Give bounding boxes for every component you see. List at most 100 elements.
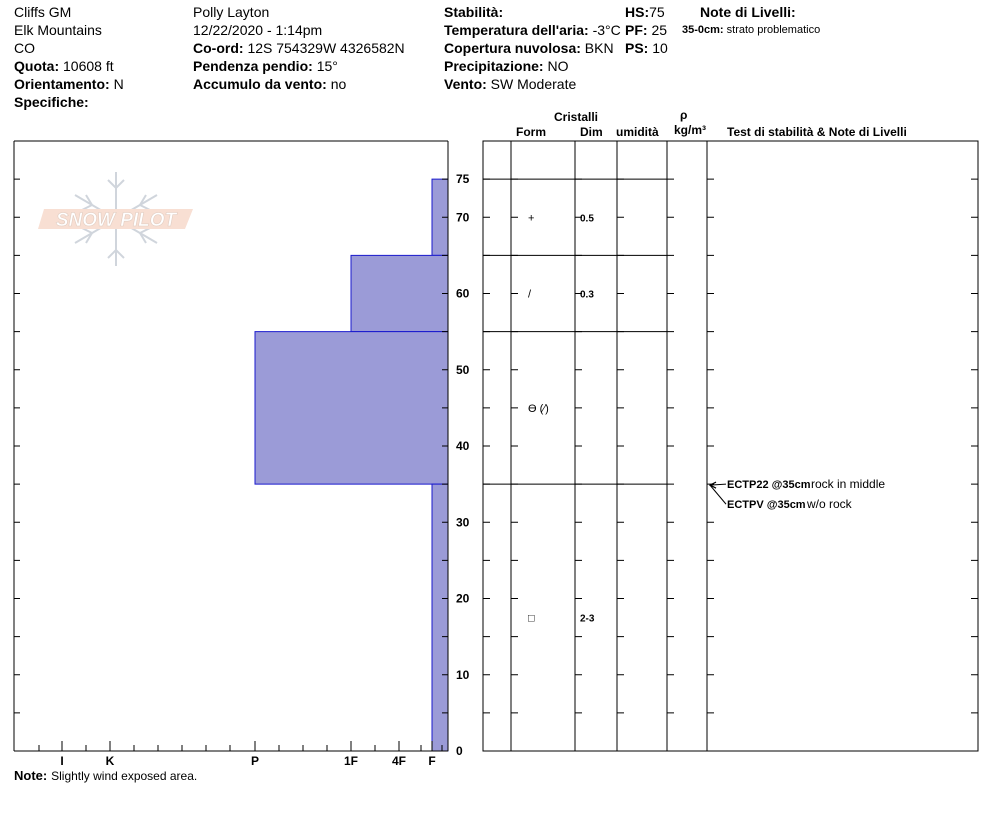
layer-notes-label: Note di Livelli: [700,4,796,20]
hardness-bars [254,178,449,752]
hs: HS:75 [625,4,665,20]
layer-table-frame [482,140,979,752]
sky-cover: Copertura nuvolosa: BKN [444,40,614,56]
y-tick-label: 40 [456,439,470,453]
elevation-value: 10608 ft [63,58,114,74]
wind-loading: Accumulo da vento: no [193,76,346,92]
test-comment: w/o rock [806,497,853,511]
air-temp-label: Temperatura dell'aria: [444,22,589,38]
layer-note: 35-0cm: strato problematico [682,24,820,37]
x-tick-label: 1F [344,754,358,768]
watermark-text: SNOW PILOT [56,210,178,231]
air-temp-value: -3°C [592,22,621,38]
layer-table: +0.5 / 0.3 Ɵ (⁄) □ 2-3 ECTP22 @35cm rock in mi… [482,140,979,752]
wind-loading-value: no [330,76,347,92]
y-tick-label: 70 [456,210,470,224]
col-dim: Dim [580,125,603,139]
hardness-bar-4 [431,483,449,752]
coord-value: 12S 754329W 4326582N [247,40,405,56]
snowpilot-watermark: SNOW PILOT [38,172,193,266]
x-tick-label: P [251,754,259,768]
slope-label: Pendenza pendio: [193,58,313,74]
ps-value: 10 [652,40,668,56]
grain-size-1: 0.5 [580,213,594,224]
state: CO [14,40,35,56]
stability-tests: ECTP22 @35cm rock in middle ECTPV @35cm w/o… [708,477,885,511]
note-text: Slightly wind exposed area. [51,769,198,783]
elevation-label: Quota: [14,58,60,74]
ps: PS: 10 [625,40,668,56]
col-density-unit: kg/m³ [674,123,707,137]
grain-form-3: Ɵ (⁄) [528,403,549,415]
wind-value: SW Moderate [490,76,577,92]
sky-value: BKN [584,40,614,56]
grain-form-4: □ [528,613,535,625]
precip-value: NO [547,58,569,74]
datetime: 12/22/2020 - 1:14pm [193,22,323,38]
col-cristalli: Cristalli [554,110,599,124]
grain-form-1: + [528,212,534,224]
air-temp: Temperatura dell'aria: -3°C [444,22,621,38]
x-tick-label: K [106,754,115,768]
y-axis: 0 10 20 30 40 50 60 70 75 [14,172,470,758]
x-tick-label: 4F [392,754,406,768]
slope: Pendenza pendio: 15° [193,58,338,74]
precipitation: Precipitazione: NO [444,58,568,74]
layer-note-text: strato problematico [726,24,821,36]
col-tests: Test di stabilità & Note di Livelli [727,125,907,139]
wind-loading-label: Accumulo da vento: [193,76,327,92]
stability-label: Stabilità: [444,4,504,20]
y-tick-label: 0 [456,744,463,758]
layer-rows: +0.5 / 0.3 Ɵ (⁄) □ 2-3 [528,212,595,624]
mountain-range: Elk Mountains [14,22,102,38]
test-code: ECTPV @35cm [727,499,806,511]
aspect: Orientamento: N [14,76,124,92]
y-tick-label: 10 [456,668,470,682]
x-tick-label: F [428,754,435,768]
pf: PF: 25 [625,22,667,38]
layer-note-depth: 35-0cm: [682,24,724,36]
grain-size-4: 2-3 [580,614,595,625]
watermark-band [38,209,193,229]
depth-ticks [483,178,978,714]
slope-value: 15° [316,58,338,74]
x-axis: I K P 1F 4F F [38,741,443,768]
precip-label: Precipitazione: [444,58,544,74]
coordinates: Co-ord: 12S 754329W 4326582N [193,40,405,56]
footer-note: Note: Slightly wind exposed area. [14,767,197,784]
note-label: Note: [14,768,48,783]
x-tick-label: I [60,754,63,768]
aspect-value: N [113,76,124,92]
test-leader-line [709,483,727,486]
wind-label: Vento: [444,76,487,92]
test-code: ECTP22 @35cm [727,479,811,491]
sky-label: Copertura nuvolosa: [444,40,581,56]
observer: Polly Layton [193,4,270,20]
pf-value: 25 [651,22,668,38]
hardness-bar-2 [350,254,449,333]
hs-value: 75 [649,4,665,20]
col-umidita: umidità [616,125,659,139]
hs-label: HS: [625,4,650,20]
col-form: Form [516,125,546,139]
col-rho: ρ [680,108,688,122]
y-tick-label: 60 [456,287,470,301]
y-tick-label: 75 [456,172,470,186]
y-tick-label: 30 [456,515,470,529]
arrow-icon [708,481,717,489]
aspect-label: Orientamento: [14,76,110,92]
test-leader-line [709,484,727,505]
coord-label: Co-ord: [193,40,244,56]
hardness-bar-3 [254,331,449,485]
ps-label: PS: [625,40,649,56]
specifics-label: Specifiche: [14,94,89,110]
y-tick-label: 20 [456,592,470,606]
y-tick-label: 50 [456,363,470,377]
grain-form-2: / [528,289,532,301]
elevation: Quota: 10608 ft [14,58,114,74]
wind: Vento: SW Moderate [444,76,576,92]
site-name: Cliffs GM [14,4,72,20]
pf-label: PF: [625,22,648,38]
test-comment: rock in middle [811,477,885,491]
